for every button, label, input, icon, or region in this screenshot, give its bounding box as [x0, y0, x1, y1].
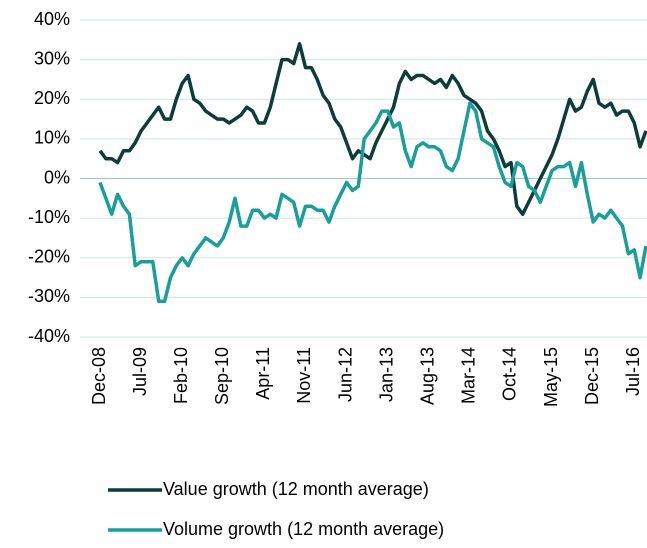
x-tick-label: May-15	[541, 347, 561, 407]
x-tick-label: Dec-15	[582, 347, 602, 405]
y-tick-label: -40%	[28, 326, 70, 346]
x-tick-label: Jul-09	[130, 347, 150, 396]
series-line	[98, 101, 647, 304]
x-tick-label: Oct-14	[500, 347, 520, 401]
x-tick-label: Mar-14	[459, 347, 479, 404]
x-tick-label: Jan-13	[376, 347, 396, 402]
y-tick-label: 30%	[34, 48, 70, 68]
y-tick-label: -10%	[28, 207, 70, 227]
x-tick-label: Apr-11	[253, 347, 273, 400]
y-tick-label: 40%	[34, 9, 70, 29]
legend-label: Volume growth (12 month average)	[163, 519, 444, 539]
x-tick-label: Nov-11	[294, 347, 314, 404]
y-tick-label: 20%	[34, 88, 70, 108]
x-tick-label: Aug-13	[418, 347, 438, 405]
x-tick-label: Sep-10	[212, 347, 232, 405]
x-tick-label: Feb-10	[171, 347, 191, 404]
y-tick-label: -30%	[28, 286, 70, 306]
series-line	[98, 42, 647, 216]
y-tick-label: 0%	[44, 167, 70, 187]
legend-label: Value growth (12 month average)	[163, 479, 429, 499]
x-tick-label: Jul-16	[623, 347, 643, 396]
y-tick-label: 10%	[34, 128, 70, 148]
x-tick-label: Jun-12	[335, 347, 355, 402]
x-tick-label: Dec-08	[89, 347, 109, 405]
y-tick-label: -20%	[28, 247, 70, 267]
